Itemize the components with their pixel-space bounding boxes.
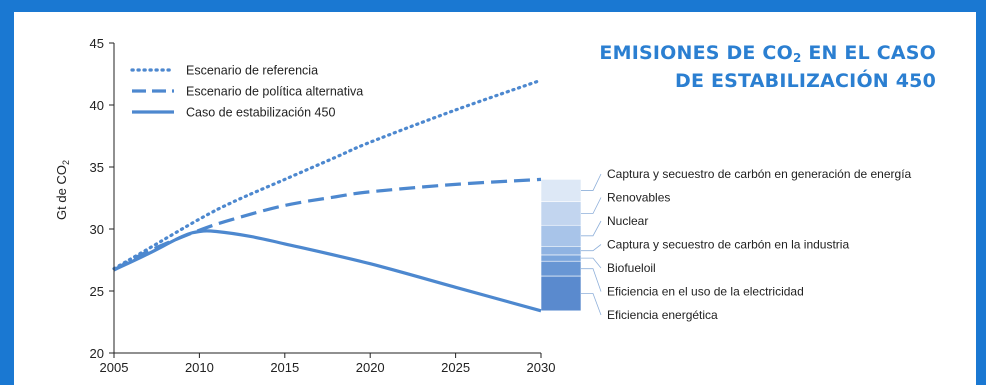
legend-label-1: Escenario de referencia: [186, 64, 318, 78]
y-tick-label: 45: [90, 36, 104, 51]
y-axis-label: Gt de CO2: [54, 160, 71, 220]
legend-label-2: Escenario de política alternativa: [186, 85, 363, 99]
wedge-bar: [540, 254, 582, 262]
wedge-bar: [540, 275, 582, 312]
wedge-leader-line: [581, 197, 602, 214]
wedge-label: Biofueloil: [607, 261, 656, 275]
series-line-3: [113, 229, 542, 313]
wedge-label: Eficiencia en el uso de la electricidad: [607, 285, 804, 299]
wedge-leader-line: [581, 220, 602, 237]
x-tick-label: 2025: [441, 360, 470, 375]
chart-title-line1-post: EN EL CASO: [801, 42, 936, 64]
chart-panel: EMISIONES DE CO2 EN EL CASO DE ESTABILIZ…: [14, 12, 976, 385]
legend-label-3: Caso de estabilización 450: [186, 106, 335, 120]
wedge-leader-line: [581, 293, 602, 316]
wedge-leader-line: [581, 268, 602, 292]
y-tick-label: 20: [90, 346, 104, 361]
wedge-leader-line: [581, 244, 602, 252]
series-line-2: [113, 177, 542, 272]
x-tick-label: 2030: [527, 360, 556, 375]
wedge-label: Nuclear: [607, 214, 648, 228]
chart-title-line2: DE ESTABILIZACIÓN 450: [675, 70, 936, 92]
wedge-bar: [540, 260, 582, 277]
wedge-label: Renovables: [607, 191, 670, 205]
series-line-1: [112, 78, 543, 271]
x-tick-label: 2020: [356, 360, 385, 375]
chart-title-subscript: 2: [792, 51, 802, 65]
x-tick-label: 2010: [185, 360, 214, 375]
wedge-leader-line: [581, 173, 602, 191]
y-axis-label-subscript: 2: [61, 160, 71, 165]
y-tick-label: 40: [90, 98, 104, 113]
y-tick-label: 30: [90, 222, 104, 237]
emissions-chart: Captura y secuestro de carbón en generac…: [54, 36, 912, 375]
wedge-label: Captura y secuestro de carbón en la indu…: [607, 238, 849, 252]
wedge-label: Eficiencia energética: [607, 308, 718, 322]
x-tick-label: 2015: [270, 360, 299, 375]
x-tick-label: 2005: [100, 360, 129, 375]
wedge-leader-line: [581, 257, 602, 269]
chart-title: EMISIONES DE CO2 EN EL CASO DE ESTABILIZ…: [599, 42, 936, 93]
wedge-bar: [540, 201, 582, 226]
wedge-bar: [540, 246, 582, 256]
wedge-label: Captura y secuestro de carbón en generac…: [607, 167, 912, 181]
y-tick-label: 25: [90, 284, 104, 299]
wedge-bar: [540, 179, 582, 203]
y-tick-label: 35: [90, 160, 104, 175]
chart-title-line1-pre: EMISIONES DE CO: [599, 42, 793, 64]
wedge-bar: [540, 224, 582, 247]
y-axis-label-main: Gt de CO: [54, 165, 69, 220]
